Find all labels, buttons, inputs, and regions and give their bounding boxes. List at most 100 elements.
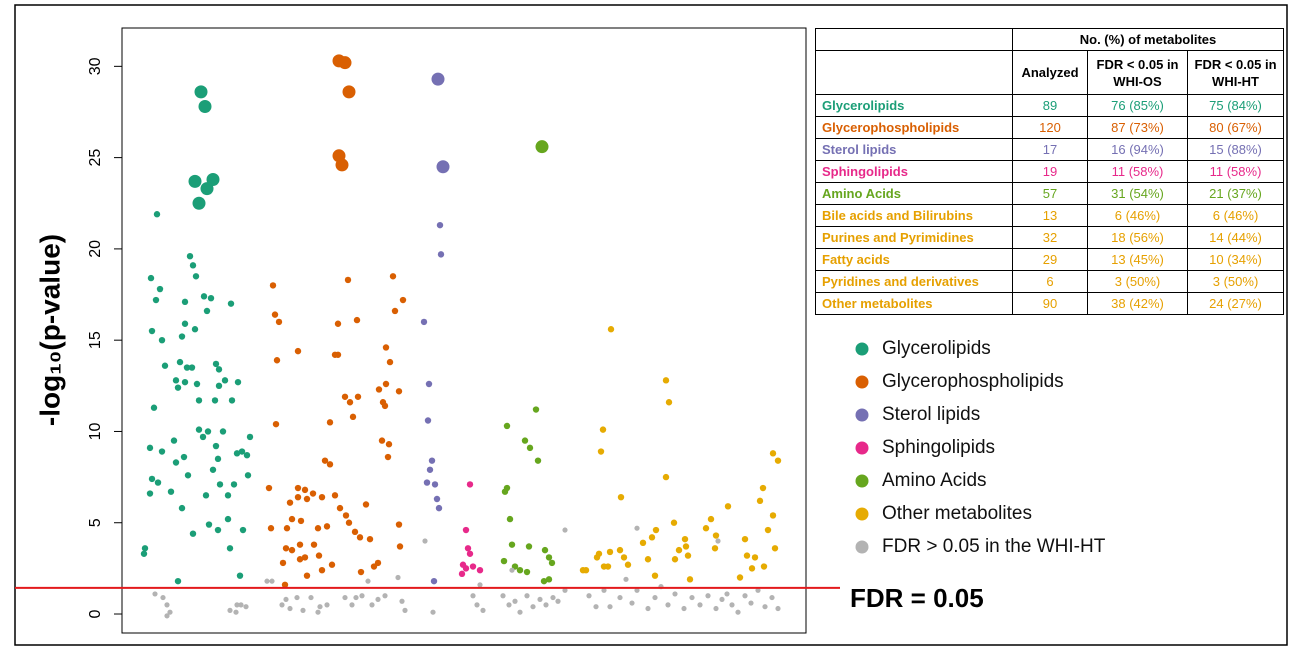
data-point: [675, 546, 683, 554]
data-point: [296, 556, 304, 563]
group-header: No. (%) of metabolites: [1011, 28, 1285, 51]
data-point: [422, 538, 428, 544]
data-point: [226, 545, 234, 552]
data-point: [164, 613, 170, 619]
data-point: [308, 594, 314, 601]
data-point: [437, 251, 445, 258]
table-cell: 76 (85%): [1087, 94, 1188, 117]
data-point: [381, 402, 389, 410]
data-point: [303, 572, 311, 579]
data-point: [395, 521, 403, 528]
data-point: [652, 526, 660, 534]
table-cell: 15 (88%): [1186, 138, 1285, 161]
data-point: [715, 538, 721, 544]
data-point: [174, 577, 182, 585]
table-cell: 18 (56%): [1087, 226, 1188, 249]
table-cell: Glycerolipids: [815, 94, 1013, 117]
data-point: [324, 602, 330, 608]
data-point: [545, 576, 553, 583]
data-point: [524, 593, 530, 599]
data-point: [346, 399, 354, 406]
data-point: [607, 604, 613, 610]
data-point: [287, 605, 293, 612]
data-point: [172, 377, 180, 384]
data-point: [207, 294, 215, 302]
data-point: [396, 543, 404, 550]
data-point: [314, 525, 322, 532]
data-point: [620, 554, 628, 561]
data-point: [148, 327, 156, 335]
data-point: [140, 550, 148, 557]
data-point: [224, 492, 232, 499]
data-point: [146, 490, 154, 497]
data-point: [503, 422, 511, 430]
data-point: [420, 318, 428, 326]
table-cell: Pyridines and derivatives: [815, 270, 1013, 293]
table-cell: 14 (44%): [1186, 226, 1285, 249]
data-point: [326, 461, 334, 468]
data-point: [474, 602, 480, 608]
data-point: [152, 591, 158, 597]
data-point: [349, 413, 357, 421]
data-point: [202, 492, 210, 499]
data-point: [555, 598, 561, 604]
data-point: [724, 503, 732, 510]
data-point: [755, 587, 761, 593]
data-point: [593, 554, 601, 561]
column-header: FDR < 0.05 in WHI-HT: [1186, 50, 1285, 95]
data-point: [183, 364, 191, 371]
data-point: [214, 526, 222, 534]
data-point: [665, 399, 673, 406]
data-point: [147, 274, 155, 282]
data-point: [181, 378, 189, 386]
data-point: [462, 565, 470, 572]
data-point: [181, 320, 189, 327]
data-point: [624, 561, 632, 568]
table-row: Pyridines and derivatives 6 3 (50%) 3 (50%): [815, 270, 1285, 293]
table-cell: 89: [1012, 94, 1088, 117]
data-point: [751, 554, 759, 561]
table-cell: Amino Acids: [815, 182, 1013, 205]
data-point: [748, 600, 754, 606]
data-point: [665, 602, 671, 608]
data-point: [362, 501, 370, 508]
data-point: [541, 546, 549, 554]
table-cell: 90: [1012, 292, 1088, 315]
data-point: [269, 282, 277, 289]
data-point: [310, 541, 318, 548]
data-point: [186, 252, 194, 260]
data-point: [512, 598, 518, 604]
data-point: [344, 276, 352, 284]
data-point: [323, 523, 331, 530]
data-point: [265, 484, 273, 492]
data-point: [466, 550, 474, 557]
data-point: [702, 525, 710, 532]
data-point: [729, 602, 735, 608]
data-point: [385, 441, 393, 448]
data-point: [774, 457, 782, 464]
data-point: [342, 594, 348, 601]
data-point: [161, 362, 169, 369]
y-tick-label: 0: [87, 609, 104, 618]
data-point: [500, 557, 508, 565]
data-point: [236, 572, 244, 579]
data-point: [604, 563, 612, 570]
data-point: [191, 326, 199, 333]
data-point: [399, 296, 407, 304]
data-point: [480, 607, 486, 613]
data-point: [294, 347, 302, 355]
data-point: [736, 574, 744, 581]
data-point: [428, 457, 436, 464]
data-point: [228, 397, 236, 404]
table-cell: 11 (58%): [1087, 160, 1188, 183]
data-point: [172, 459, 180, 466]
data-point: [341, 393, 349, 400]
data-point: [359, 593, 365, 599]
data-point: [158, 448, 166, 455]
data-point: [634, 587, 640, 593]
data-point: [629, 600, 635, 606]
data-point: [764, 526, 772, 534]
data-point: [342, 512, 350, 519]
data-point: [402, 607, 408, 613]
data-point: [273, 357, 281, 364]
